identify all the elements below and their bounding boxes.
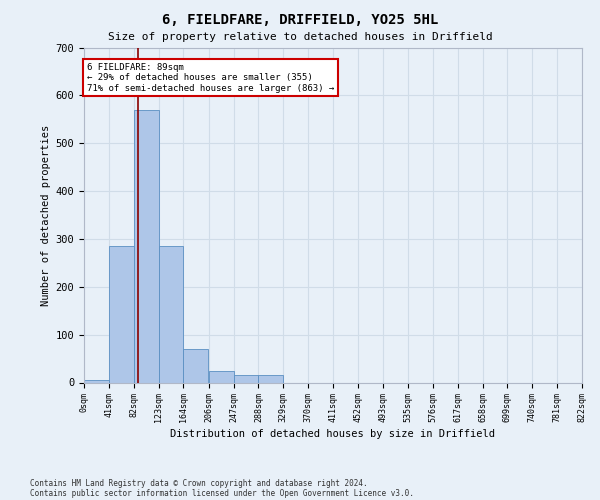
Bar	[84, 380, 109, 382]
Text: Size of property relative to detached houses in Driffield: Size of property relative to detached ho…	[107, 32, 493, 42]
Bar	[109, 246, 134, 382]
X-axis label: Distribution of detached houses by size in Driffield: Distribution of detached houses by size …	[170, 429, 496, 439]
Bar	[233, 376, 259, 382]
Bar	[184, 349, 208, 382]
Bar	[158, 246, 184, 382]
Bar	[259, 376, 283, 382]
Text: Contains public sector information licensed under the Open Government Licence v3: Contains public sector information licen…	[30, 488, 414, 498]
Bar	[134, 110, 158, 382]
Text: 6, FIELDFARE, DRIFFIELD, YO25 5HL: 6, FIELDFARE, DRIFFIELD, YO25 5HL	[162, 12, 438, 26]
Text: Contains HM Land Registry data © Crown copyright and database right 2024.: Contains HM Land Registry data © Crown c…	[30, 478, 368, 488]
Text: 6 FIELDFARE: 89sqm
← 29% of detached houses are smaller (355)
71% of semi-detach: 6 FIELDFARE: 89sqm ← 29% of detached hou…	[87, 63, 334, 92]
Y-axis label: Number of detached properties: Number of detached properties	[41, 124, 52, 306]
Bar	[209, 370, 233, 382]
